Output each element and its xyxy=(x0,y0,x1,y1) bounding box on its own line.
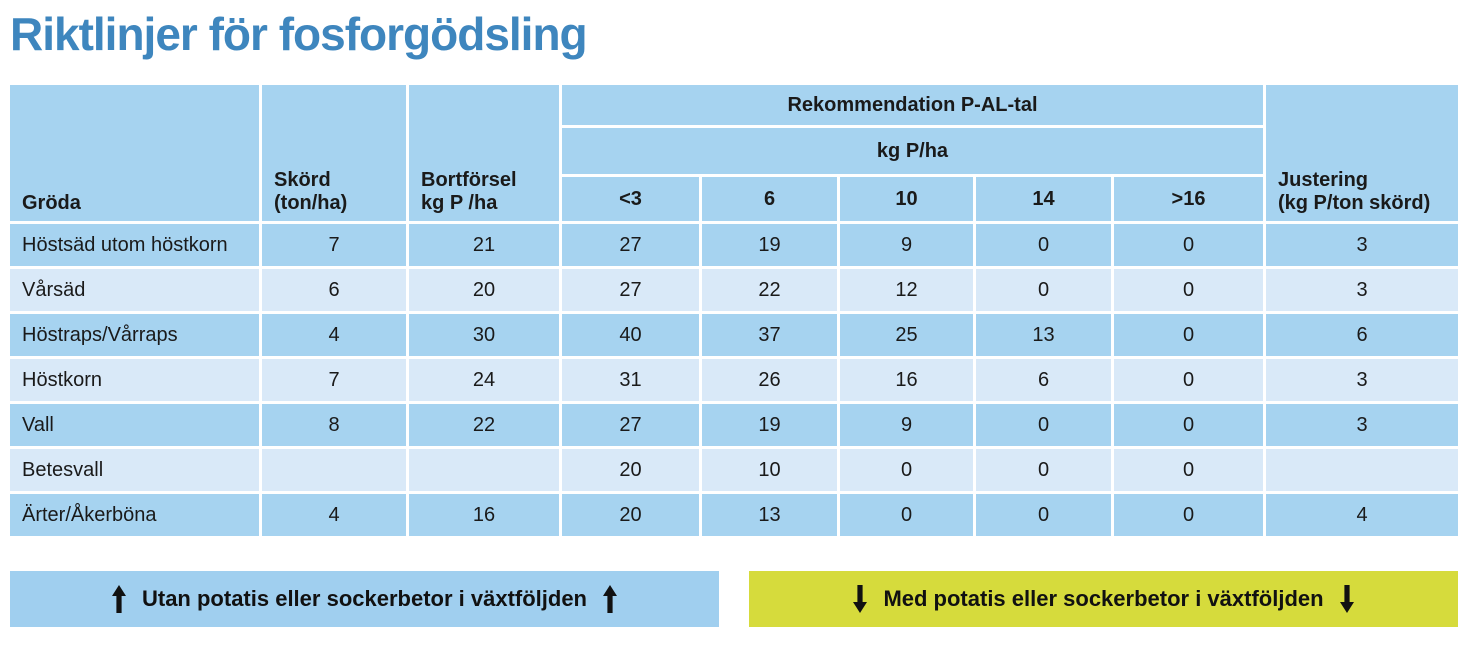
cell-pal-1: 10 xyxy=(702,448,837,491)
legend-banners: Utan potatis eller sockerbetor i växtföl… xyxy=(10,570,1458,627)
cell-pal-2: 9 xyxy=(840,403,973,446)
banner-without-potatoes: Utan potatis eller sockerbetor i växtföl… xyxy=(10,570,719,627)
cell-pal-4: 0 xyxy=(1114,403,1263,446)
cell-adjustment: 3 xyxy=(1266,268,1458,311)
cell-removal: 21 xyxy=(409,223,559,266)
cell-pal-2: 0 xyxy=(840,448,973,491)
cell-pal-1: 37 xyxy=(702,313,837,356)
cell-pal-0: 20 xyxy=(562,493,699,536)
cell-pal-4: 0 xyxy=(1114,493,1263,536)
phosphorus-guidelines-table: Gröda Skörd (ton/ha) Bortförsel kg P /ha… xyxy=(10,84,1458,536)
cell-removal xyxy=(409,448,559,491)
cell-pal-2: 9 xyxy=(840,223,973,266)
banner-with-potatoes: Med potatis eller sockerbetor i växtfölj… xyxy=(749,570,1458,627)
down-arrow-icon xyxy=(853,584,868,613)
up-arrow-icon xyxy=(603,584,617,613)
cell-pal-1: 26 xyxy=(702,358,837,401)
cell-pal-3: 0 xyxy=(976,403,1111,446)
col-header-yield-line1: Skörd xyxy=(274,169,331,192)
col-header-adjustment-line1: Justering xyxy=(1278,169,1369,192)
cell-crop: Vårsäd xyxy=(10,268,259,311)
cell-crop: Vall xyxy=(10,403,259,446)
cell-pal-2: 12 xyxy=(840,268,973,311)
col-header-pal-10: 10 xyxy=(840,176,973,221)
cell-adjustment: 4 xyxy=(1266,493,1458,536)
cell-pal-3: 0 xyxy=(976,223,1111,266)
col-header-removal: Bortförsel kg P /ha xyxy=(409,84,559,221)
cell-pal-0: 27 xyxy=(562,223,699,266)
cell-pal-0: 20 xyxy=(562,448,699,491)
col-header-pal-14: 14 xyxy=(976,176,1111,221)
cell-pal-0: 27 xyxy=(562,268,699,311)
cell-removal: 30 xyxy=(409,313,559,356)
down-arrow-icon xyxy=(1339,584,1354,613)
cell-pal-1: 13 xyxy=(702,493,837,536)
page-title: Riktlinjer för fosforgödsling xyxy=(10,8,588,60)
cell-pal-4: 0 xyxy=(1114,268,1263,311)
cell-pal-1: 22 xyxy=(702,268,837,311)
cell-crop: Höstkorn xyxy=(10,358,259,401)
cell-yield: 7 xyxy=(262,358,406,401)
cell-yield: 7 xyxy=(262,223,406,266)
cell-removal: 22 xyxy=(409,403,559,446)
cell-removal: 16 xyxy=(409,493,559,536)
cell-pal-2: 25 xyxy=(840,313,973,356)
cell-pal-4: 0 xyxy=(1114,358,1263,401)
cell-pal-3: 0 xyxy=(976,448,1111,491)
cell-adjustment: 3 xyxy=(1266,358,1458,401)
col-header-pal-6: 6 xyxy=(702,176,837,221)
cell-pal-1: 19 xyxy=(702,403,837,446)
cell-yield: 8 xyxy=(262,403,406,446)
cell-adjustment xyxy=(1266,448,1458,491)
cell-crop: Ärter/Åkerböna xyxy=(10,493,259,536)
cell-pal-3: 6 xyxy=(976,358,1111,401)
cell-adjustment: 3 xyxy=(1266,403,1458,446)
banner-with-potatoes-label: Med potatis eller sockerbetor i växtfölj… xyxy=(883,585,1324,611)
group-subheader-kg-p-ha: kg P/ha xyxy=(562,127,1263,174)
cell-pal-4: 0 xyxy=(1114,313,1263,356)
cell-pal-4: 0 xyxy=(1114,223,1263,266)
banner-without-potatoes-label: Utan potatis eller sockerbetor i växtföl… xyxy=(141,585,587,611)
col-header-crop: Gröda xyxy=(10,84,259,221)
col-header-removal-line1: Bortförsel xyxy=(421,169,517,192)
cell-yield: 4 xyxy=(262,493,406,536)
cell-pal-3: 0 xyxy=(976,493,1111,536)
col-header-pal-gt16: >16 xyxy=(1114,176,1263,221)
col-header-adjustment: Justering (kg P/ton skörd) xyxy=(1266,84,1458,221)
col-header-yield-line2: (ton/ha) xyxy=(274,191,348,214)
cell-removal: 24 xyxy=(409,358,559,401)
cell-adjustment: 6 xyxy=(1266,313,1458,356)
cell-pal-3: 13 xyxy=(976,313,1111,356)
cell-yield xyxy=(262,448,406,491)
cell-adjustment: 3 xyxy=(1266,223,1458,266)
cell-crop: Höstsäd utom höstkorn xyxy=(10,223,259,266)
cell-pal-3: 0 xyxy=(976,268,1111,311)
col-header-adjustment-line2: (kg P/ton skörd) xyxy=(1278,191,1431,214)
cell-crop: Betesvall xyxy=(10,448,259,491)
group-header-recommendation: Rekommendation P-AL-tal xyxy=(562,84,1263,125)
col-header-yield: Skörd (ton/ha) xyxy=(262,84,406,221)
col-header-pal-lt3: <3 xyxy=(562,176,699,221)
cell-crop: Höstraps/Vårraps xyxy=(10,313,259,356)
cell-pal-1: 19 xyxy=(702,223,837,266)
col-header-removal-line2: kg P /ha xyxy=(421,191,498,214)
cell-yield: 4 xyxy=(262,313,406,356)
cell-pal-0: 27 xyxy=(562,403,699,446)
cell-pal-0: 40 xyxy=(562,313,699,356)
cell-pal-0: 31 xyxy=(562,358,699,401)
cell-pal-2: 0 xyxy=(840,493,973,536)
cell-pal-4: 0 xyxy=(1114,448,1263,491)
cell-pal-2: 16 xyxy=(840,358,973,401)
up-arrow-icon xyxy=(111,584,126,613)
cell-removal: 20 xyxy=(409,268,559,311)
cell-yield: 6 xyxy=(262,268,406,311)
